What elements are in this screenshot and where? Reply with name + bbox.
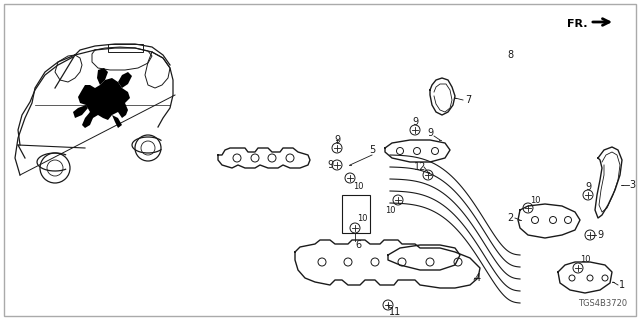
- Text: 4: 4: [475, 273, 481, 283]
- Text: 9: 9: [597, 230, 603, 240]
- Polygon shape: [82, 112, 93, 128]
- Text: 10: 10: [353, 181, 364, 190]
- Text: 7: 7: [465, 95, 471, 105]
- Text: 2: 2: [507, 213, 513, 223]
- Text: TGS4B3720: TGS4B3720: [578, 299, 627, 308]
- Polygon shape: [97, 68, 108, 85]
- Text: 12: 12: [414, 162, 426, 172]
- Text: 11: 11: [389, 307, 401, 317]
- Text: 3: 3: [629, 180, 635, 190]
- Polygon shape: [118, 72, 132, 88]
- Polygon shape: [73, 105, 88, 118]
- Text: 5: 5: [369, 145, 375, 155]
- Text: 10: 10: [385, 205, 396, 214]
- Text: 8: 8: [507, 50, 513, 60]
- Text: 1: 1: [619, 280, 625, 290]
- Bar: [342, 195, 370, 233]
- Text: 9: 9: [585, 182, 591, 192]
- Text: 9: 9: [427, 128, 433, 138]
- Text: 10: 10: [356, 213, 367, 222]
- Polygon shape: [78, 78, 130, 120]
- Text: 9: 9: [327, 160, 333, 170]
- Text: 9: 9: [334, 135, 340, 145]
- Text: 6: 6: [355, 240, 361, 250]
- Text: 10: 10: [580, 255, 590, 265]
- Bar: [108, 44, 143, 52]
- Text: 10: 10: [530, 196, 540, 204]
- Polygon shape: [112, 115, 122, 128]
- Text: FR.: FR.: [566, 19, 587, 29]
- Text: 9: 9: [412, 117, 418, 127]
